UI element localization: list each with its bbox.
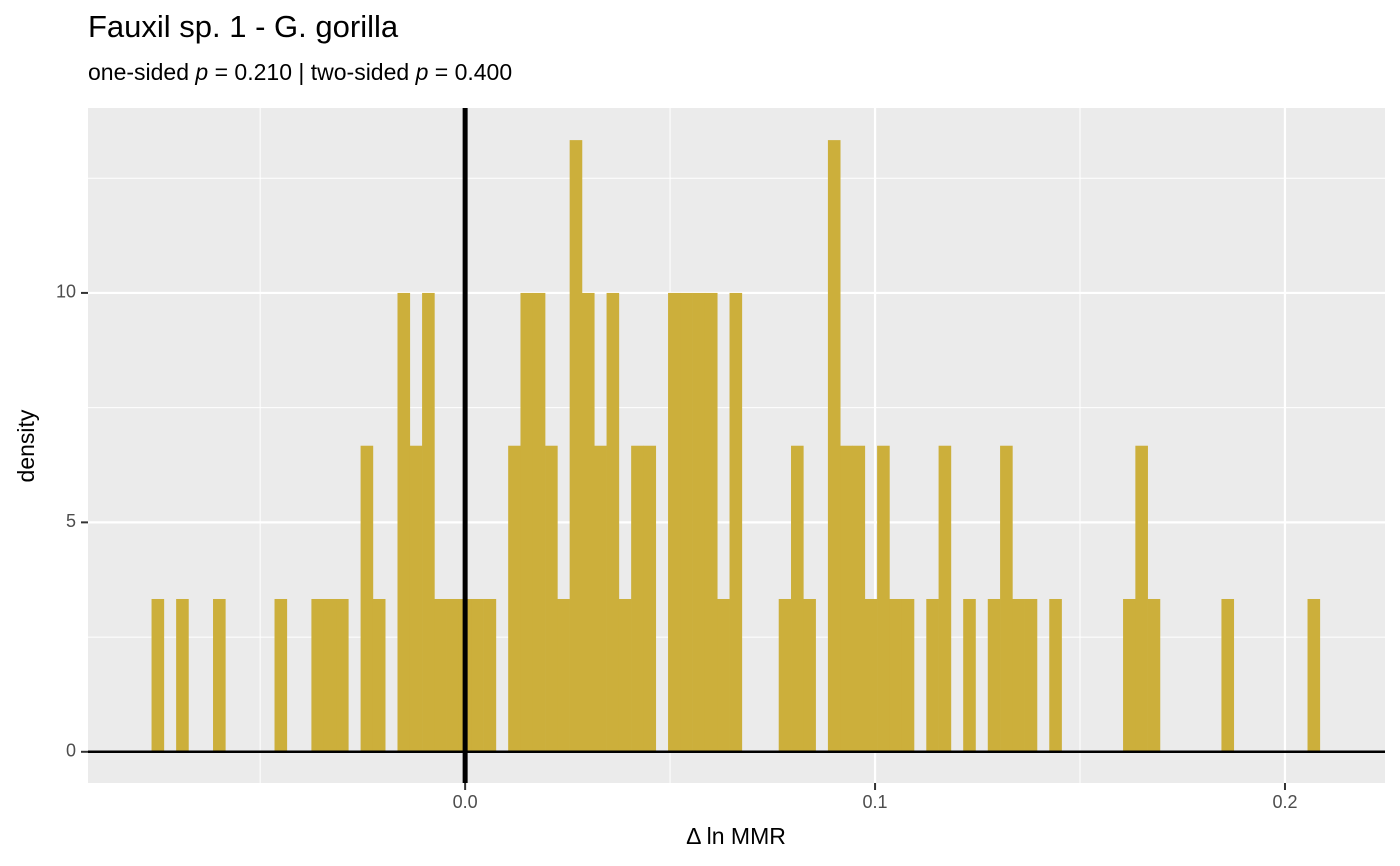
bar — [311, 598, 325, 752]
bar — [680, 292, 693, 752]
y-tick-label: 10 — [56, 282, 76, 302]
bar — [397, 292, 411, 752]
bar — [545, 445, 558, 752]
bar — [151, 598, 165, 752]
bar — [1147, 598, 1161, 752]
bar — [803, 598, 816, 752]
subtitle-part: one-sided — [88, 59, 195, 85]
bar — [360, 445, 374, 752]
bar — [606, 292, 620, 752]
chart-title: Fauxil sp. 1 - G. gorilla — [88, 9, 399, 44]
bar — [618, 598, 632, 752]
bar — [1000, 445, 1013, 752]
bar — [852, 445, 866, 752]
bar — [827, 140, 841, 752]
bar — [569, 140, 583, 752]
bar — [938, 445, 952, 752]
bar — [557, 598, 570, 752]
y-axis-label: density — [13, 409, 39, 482]
bar — [704, 292, 718, 752]
bar — [778, 598, 792, 752]
bar — [1024, 598, 1038, 752]
subtitle-part: p — [194, 59, 208, 85]
bar — [692, 292, 706, 752]
bar — [1307, 598, 1321, 752]
bar — [409, 445, 423, 752]
y-tick-label: 5 — [66, 511, 76, 531]
bar — [1049, 598, 1062, 752]
x-tick-label: 0.0 — [453, 792, 478, 812]
bar — [717, 598, 730, 752]
bar — [901, 598, 915, 752]
bar — [532, 292, 546, 752]
bar — [864, 598, 878, 752]
bar — [594, 445, 607, 752]
subtitle-part: = 0.210 | two-sided — [208, 59, 415, 85]
bar — [840, 445, 853, 752]
bar — [581, 292, 595, 752]
bar — [336, 598, 349, 752]
bar — [508, 445, 521, 752]
subtitle-part: p — [415, 59, 429, 85]
bar — [729, 292, 743, 752]
bar — [213, 598, 226, 752]
bar — [631, 445, 644, 752]
bar — [1012, 598, 1025, 752]
bar — [323, 598, 337, 752]
bar — [963, 598, 976, 752]
x-axis-label: Δ ln MMR — [686, 823, 786, 849]
x-tick-label: 0.2 — [1272, 792, 1297, 812]
bar — [1123, 598, 1136, 752]
bar — [372, 598, 386, 752]
bar — [274, 598, 288, 752]
bar — [446, 598, 460, 752]
bar — [889, 598, 902, 752]
bar — [520, 292, 534, 752]
bar — [877, 445, 890, 752]
bar — [422, 292, 435, 752]
subtitle-part: = 0.400 — [428, 59, 512, 85]
bar — [668, 292, 681, 752]
y-tick-label: 0 — [66, 741, 76, 761]
bar — [1135, 445, 1148, 752]
bar — [643, 445, 657, 752]
bar — [791, 445, 804, 752]
bar — [471, 598, 484, 752]
bar — [987, 598, 1001, 752]
x-tick-label: 0.1 — [863, 792, 888, 812]
bar — [1221, 598, 1235, 752]
bar — [176, 598, 189, 752]
bar — [434, 598, 447, 752]
chart-subtitle: one-sided p = 0.210 | two-sided p = 0.40… — [88, 59, 512, 85]
bar — [483, 598, 497, 752]
bar — [926, 598, 939, 752]
